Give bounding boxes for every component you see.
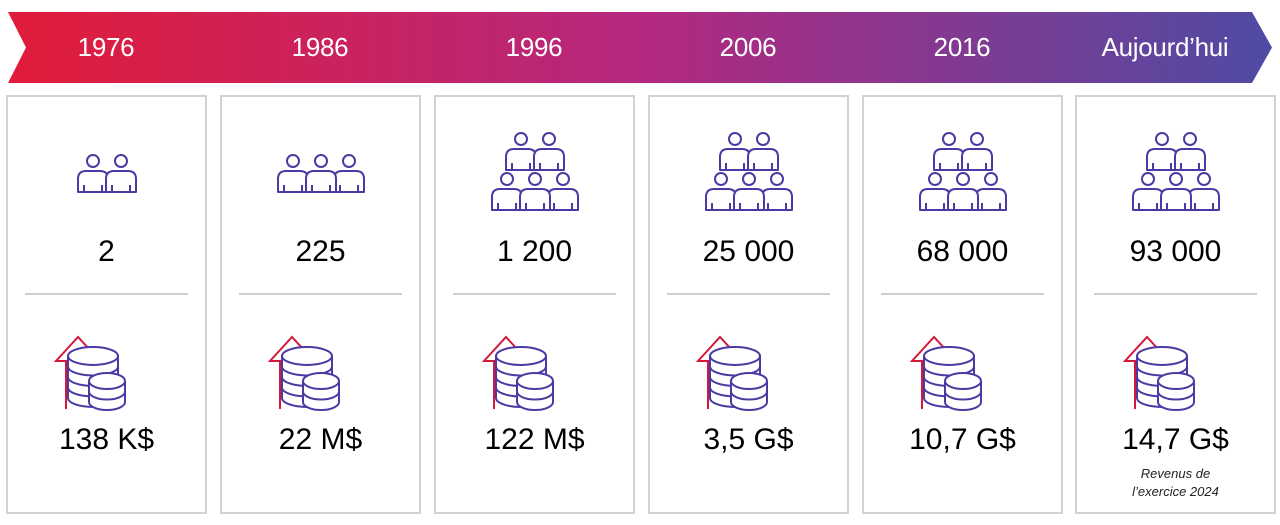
footnote-line: Revenus de <box>1140 466 1211 481</box>
coins-growth-icon <box>864 319 1061 413</box>
employee-count: 68 000 <box>916 235 1009 268</box>
revenue-footnote: Revenus de l’exercice 2024 <box>1077 465 1274 501</box>
employee-count: 225 <box>295 235 346 268</box>
people-2-icon <box>8 127 205 217</box>
timeline-banner: 1976 1986 1996 2006 2016 Aujourd’hui <box>8 12 1272 83</box>
coins-growth-icon <box>222 319 419 413</box>
year-labels: 1976 1986 1996 2006 2016 Aujourd’hui <box>8 12 1272 83</box>
revenue-value: 22 M$ <box>278 423 363 456</box>
coins-growth-icon <box>650 319 847 413</box>
timeline-card-today: 93 000 14,7 G$ Revenus de l’exercice 202… <box>1075 95 1276 514</box>
people-3-icon <box>222 127 419 217</box>
divider <box>25 293 188 295</box>
revenue-value: 3,5 G$ <box>703 423 794 456</box>
employee-count: 1 200 <box>496 235 573 268</box>
divider <box>1094 293 1257 295</box>
revenue-value: 14,7 G$ <box>1122 423 1229 456</box>
employee-count: 93 000 <box>1129 235 1222 268</box>
timeline-card-1976: 2 138 K$ <box>6 95 207 514</box>
year-label: 1986 <box>291 32 349 62</box>
year-label: 1996 <box>505 32 563 62</box>
people-5-icon <box>864 127 1061 217</box>
footnote-line: l’exercice 2024 <box>1132 484 1219 499</box>
people-5-icon <box>1077 127 1274 217</box>
revenue-value: 138 K$ <box>58 423 155 456</box>
coins-growth-icon <box>436 319 633 413</box>
timeline-card-1986: 225 22 M$ <box>220 95 421 514</box>
timeline-card-2006: 25 000 3,5 G$ <box>648 95 849 514</box>
chevron-arrow-banner <box>8 12 1272 83</box>
coins-growth-icon <box>8 319 205 413</box>
divider <box>239 293 402 295</box>
revenue-value: 122 M$ <box>484 423 585 456</box>
divider <box>667 293 830 295</box>
year-label: 2006 <box>719 32 777 62</box>
people-5-icon <box>436 127 633 217</box>
employee-count: 2 <box>98 235 115 268</box>
divider <box>453 293 616 295</box>
year-label: Aujourd’hui <box>1101 32 1229 62</box>
timeline-card-2016: 68 000 10,7 G$ <box>862 95 1063 514</box>
coins-growth-icon <box>1077 319 1274 413</box>
people-5-icon <box>650 127 847 217</box>
revenue-value: 10,7 G$ <box>909 423 1016 456</box>
year-label: 2016 <box>933 32 991 62</box>
divider <box>881 293 1044 295</box>
timeline-card-1996: 1 200 122 M$ <box>434 95 635 514</box>
year-label: 1976 <box>77 32 135 62</box>
employee-count: 25 000 <box>702 235 795 268</box>
